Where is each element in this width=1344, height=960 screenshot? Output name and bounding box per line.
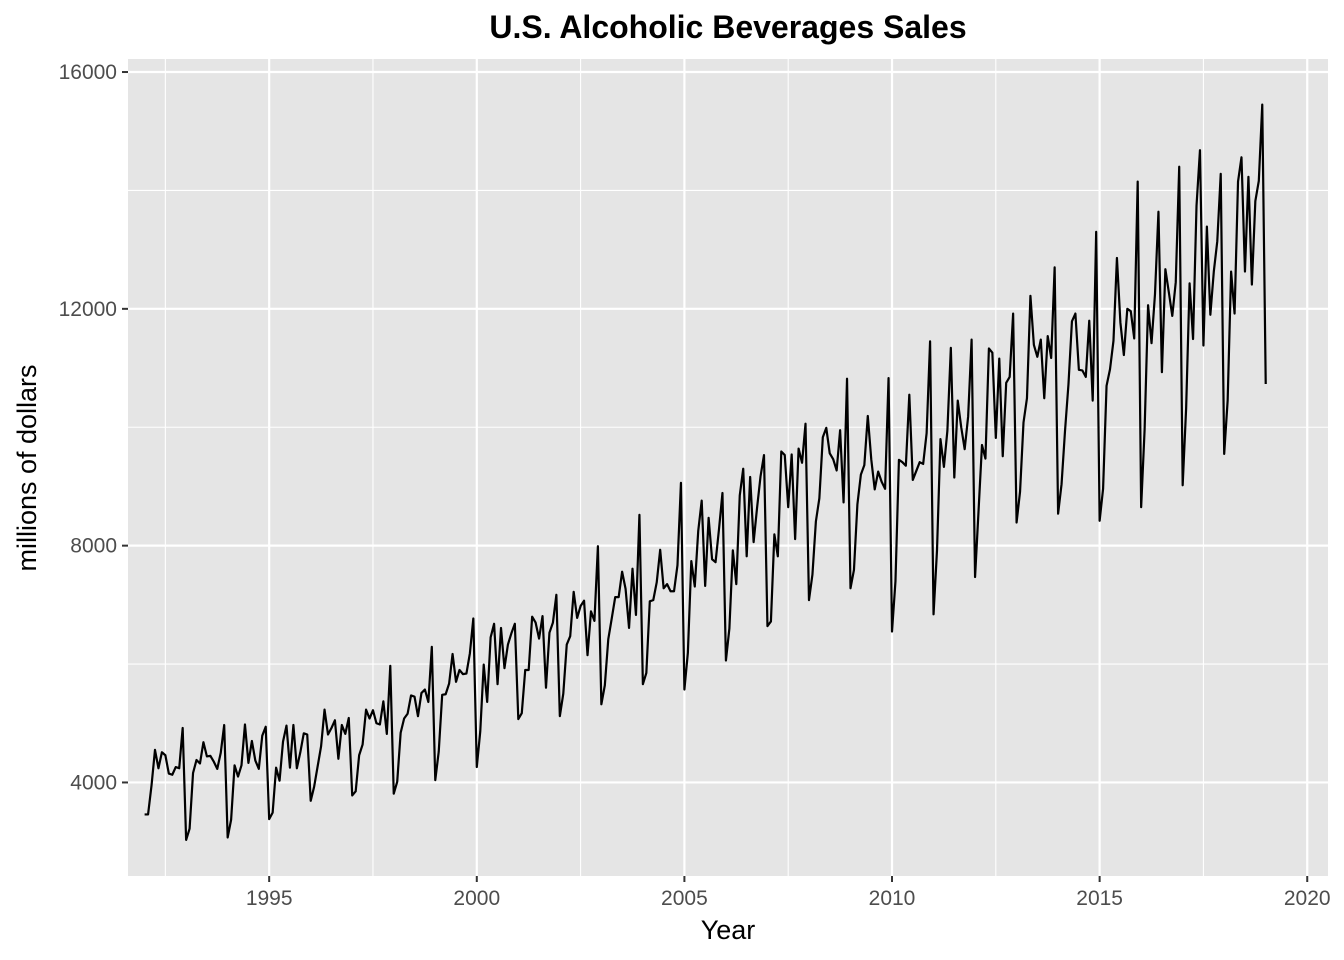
y-axis: 4000 8000 12000 16000 — [59, 61, 128, 794]
x-tick-label: 2010 — [869, 887, 916, 910]
chart-title: U.S. Alcoholic Beverages Sales — [489, 9, 966, 45]
x-tick-label: 2020 — [1284, 887, 1331, 910]
x-axis: 1995 2000 2005 2010 2015 2020 — [246, 876, 1331, 910]
y-tick-label: 12000 — [59, 298, 117, 321]
minor-gridlines — [128, 59, 1328, 902]
plot-panel — [128, 59, 1328, 876]
sales-line — [144, 103, 1267, 841]
y-tick-label: 16000 — [59, 61, 117, 84]
y-tick-label: 4000 — [70, 771, 117, 794]
x-tick-label: 2015 — [1076, 887, 1123, 910]
x-tick-label: 1995 — [246, 887, 293, 910]
y-tick-label: 8000 — [70, 535, 117, 558]
x-tick-label: 2005 — [661, 887, 708, 910]
x-tick-label: 2000 — [453, 887, 500, 910]
x-axis-title: Year — [701, 915, 756, 945]
y-axis-title: millions of dollars — [12, 364, 42, 571]
